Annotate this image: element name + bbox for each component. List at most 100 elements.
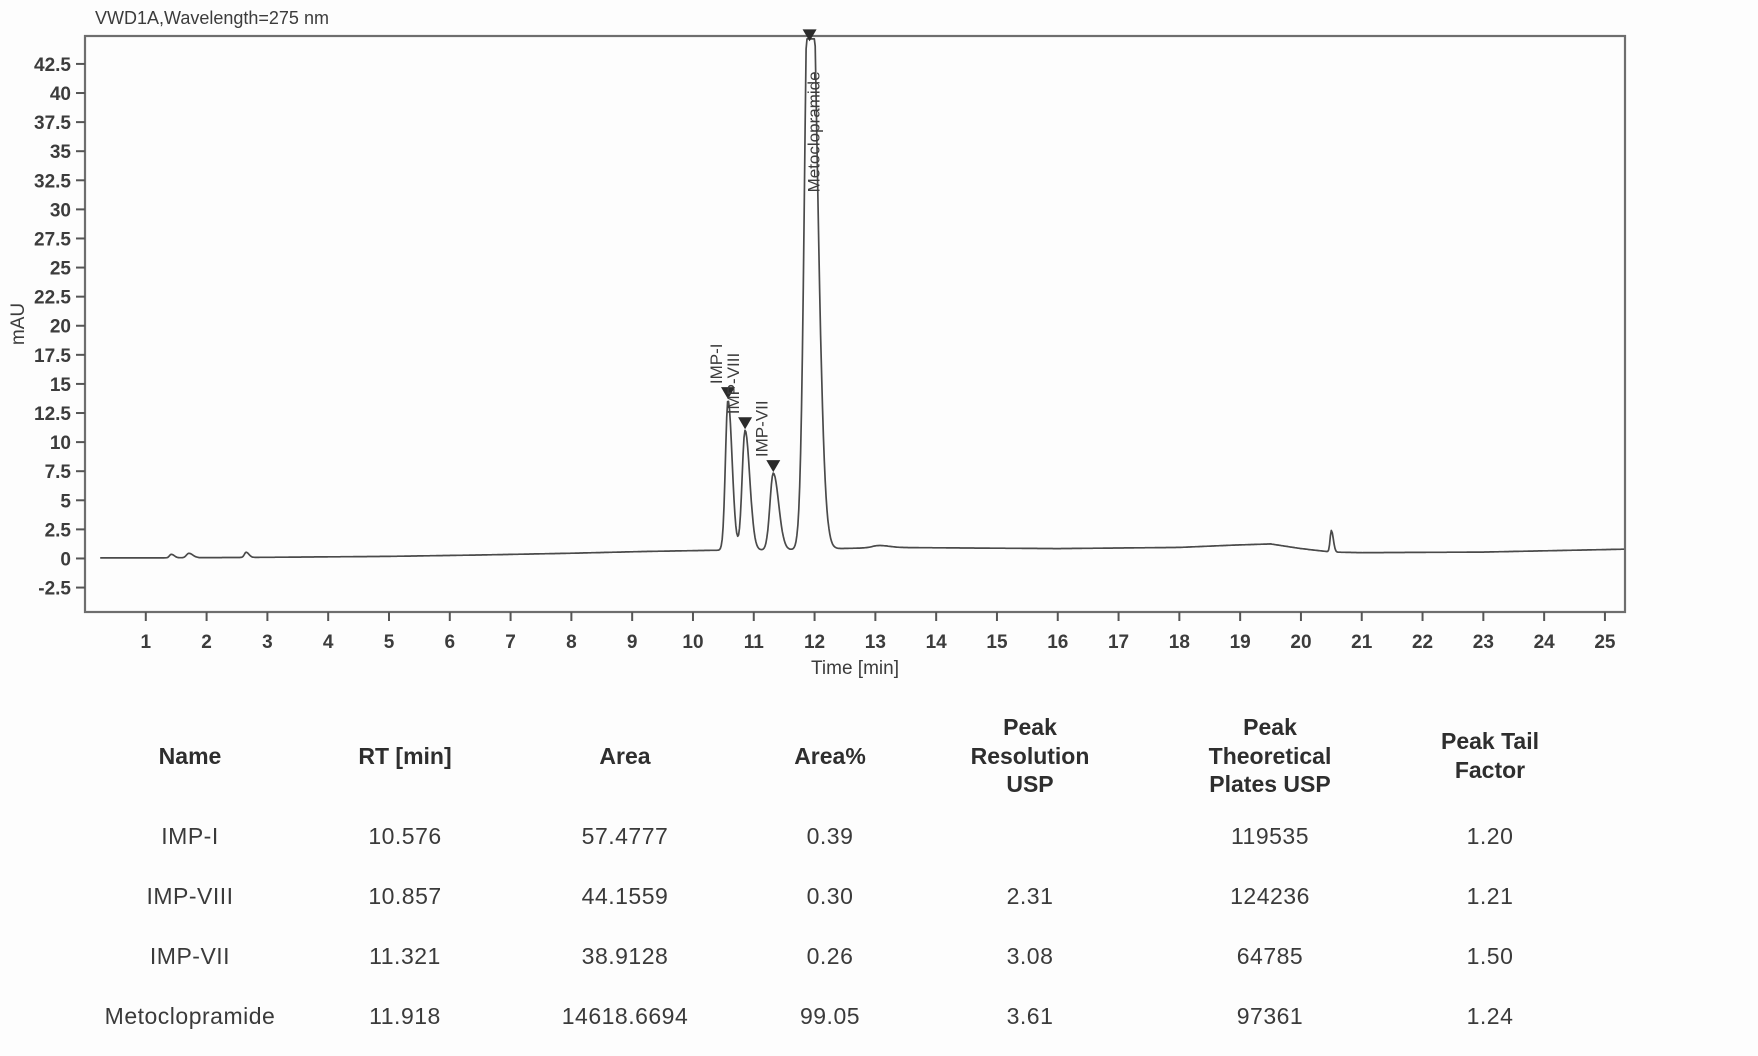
y-tick-label: 12.5 xyxy=(34,404,71,425)
x-tick-label: 2 xyxy=(201,632,212,653)
x-tick-label: 1 xyxy=(141,632,152,653)
plot-frame xyxy=(83,34,1627,614)
y-tick-label: 25 xyxy=(50,259,72,280)
x-tick-label: 13 xyxy=(865,632,886,653)
peak-marker xyxy=(738,417,753,430)
cell-area: 57.4777 xyxy=(581,822,669,849)
x-tick-label: 3 xyxy=(262,632,273,653)
cell-plates: 97361 xyxy=(1236,1002,1304,1029)
y-tick-label: 37.5 xyxy=(34,113,71,134)
x-tick-label: 16 xyxy=(1047,632,1068,653)
cell-tail: 1.50 xyxy=(1466,942,1514,969)
x-tick-label: 22 xyxy=(1412,632,1433,653)
cell-area: 38.9128 xyxy=(581,942,669,969)
peak-label: IMP-VII xyxy=(752,400,771,457)
x-tick-label: 21 xyxy=(1351,632,1373,653)
column-header: Peak Resolution USP xyxy=(970,713,1090,798)
chromatogram-chart: VWD1A,Wavelength=275 nm -2.5 0 2.5 5 7.5 10 12.… xyxy=(8,8,1627,679)
x-tick-label: 25 xyxy=(1594,632,1616,653)
y-tick-label: 32.5 xyxy=(34,171,71,192)
column-header: RT [min] xyxy=(358,742,452,769)
column-header: Area xyxy=(599,742,651,769)
column-header: Area% xyxy=(794,742,866,769)
cell-name: Metoclopramide xyxy=(104,1002,276,1029)
y-tick-label: 42.5 xyxy=(34,55,71,76)
x-tick-label: 24 xyxy=(1534,632,1556,653)
cell-area: 14618.6694 xyxy=(561,1002,689,1029)
cell-area_pct: 0.26 xyxy=(806,942,854,969)
x-axis-label: Time [min] xyxy=(811,658,899,679)
cell-area: 44.1559 xyxy=(581,882,669,909)
y-tick-label: 15 xyxy=(50,375,72,396)
cell-name: IMP-I xyxy=(161,822,219,849)
table-row: IMP-VIII 10.857 44.1559 0.30 2.31 124236 1.21 xyxy=(75,866,1595,926)
column-header: Peak Theoretical Plates USP xyxy=(1208,713,1332,798)
peak-marker xyxy=(766,460,781,473)
cell-plates: 119535 xyxy=(1230,822,1310,849)
x-tick-label: 9 xyxy=(627,632,638,653)
cell-resolution: 2.31 xyxy=(1006,882,1054,909)
y-tick-label: 30 xyxy=(50,200,71,221)
cell-rt: 10.857 xyxy=(368,882,442,909)
y-tick-label: 27.5 xyxy=(34,229,71,250)
column-header: Name xyxy=(158,742,222,769)
x-tick-label: 5 xyxy=(384,632,395,653)
x-tick-label: 11 xyxy=(744,632,765,653)
signal-trace xyxy=(100,38,1625,559)
chromatogram-svg: VWD1A,Wavelength=275 nm -2.5 0 2.5 5 7.5 10 12.… xyxy=(8,8,1627,679)
peak-table-header-row: Name RT [min] Area Area% Peak Resolution USP… xyxy=(75,706,1595,806)
cell-resolution: 3.08 xyxy=(1006,942,1054,969)
cell-resolution: 3.61 xyxy=(1006,1002,1054,1029)
table-row: IMP-I 10.576 57.4777 0.39 119535 1.20 xyxy=(75,806,1595,866)
x-tick-label: 15 xyxy=(986,632,1008,653)
x-tick-label: 6 xyxy=(444,632,455,653)
x-tick-label: 4 xyxy=(323,632,334,653)
peak-label: IMP-I xyxy=(707,343,726,384)
column-header: Peak Tail Factor xyxy=(1440,728,1540,783)
y-tick-label: 35 xyxy=(50,142,72,163)
x-tick-label: 17 xyxy=(1108,632,1129,653)
cell-area_pct: 0.39 xyxy=(806,822,854,849)
y-tick-label: 5 xyxy=(60,491,71,512)
cell-area_pct: 0.30 xyxy=(806,882,854,909)
x-tick-label: 18 xyxy=(1169,632,1190,653)
cell-plates: 64785 xyxy=(1236,942,1304,969)
peak-marker xyxy=(802,29,817,42)
x-tick-label: 12 xyxy=(804,632,825,653)
table-row: IMP-VII 11.321 38.9128 0.26 3.08 64785 1.50 xyxy=(75,926,1595,986)
x-tick-label: 20 xyxy=(1290,632,1311,653)
cell-tail: 1.21 xyxy=(1466,882,1514,909)
peak-label: Metoclopramide xyxy=(805,71,824,192)
table-row: Metoclopramide 11.918 14618.6694 99.05 3.61 9… xyxy=(75,986,1595,1046)
cell-rt: 10.576 xyxy=(368,822,442,849)
cell-rt: 11.918 xyxy=(369,1002,441,1029)
peak-label: IMP-VIII xyxy=(724,353,743,414)
y-tick-label: 0 xyxy=(60,549,71,570)
cell-plates: 124236 xyxy=(1230,882,1310,909)
x-tick-label: 19 xyxy=(1230,632,1251,653)
peak-table-body: IMP-I 10.576 57.4777 0.39 119535 1.20 IMP-VIII… xyxy=(75,806,1595,1046)
cell-name: IMP-VIII xyxy=(146,882,234,909)
y-tick-label: 20 xyxy=(50,317,71,338)
chart-title: VWD1A,Wavelength=275 nm xyxy=(95,8,329,28)
cell-tail: 1.20 xyxy=(1466,822,1514,849)
y-tick-label: 7.5 xyxy=(45,462,72,483)
peak-marker xyxy=(720,387,735,400)
y-tick-label: 10 xyxy=(50,433,71,454)
cell-tail: 1.24 xyxy=(1466,1002,1514,1029)
y-tick-label: 17.5 xyxy=(34,346,71,367)
peak-results-table: Name RT [min] Area Area% Peak Resolution USP… xyxy=(75,706,1595,1046)
x-tick-label: 8 xyxy=(566,632,577,653)
x-tick-label: 7 xyxy=(505,632,516,653)
cell-area_pct: 99.05 xyxy=(799,1002,861,1029)
y-axis-label: mAU xyxy=(8,303,29,345)
y-tick-label: -2.5 xyxy=(38,579,71,600)
x-tick-label: 23 xyxy=(1473,632,1494,653)
y-tick-label: 22.5 xyxy=(34,288,71,309)
cell-rt: 11.321 xyxy=(369,942,441,969)
y-tick-label: 40 xyxy=(50,84,71,105)
x-tick-label: 14 xyxy=(926,632,948,653)
x-tick-label: 10 xyxy=(682,632,703,653)
y-tick-label: 2.5 xyxy=(45,520,72,541)
